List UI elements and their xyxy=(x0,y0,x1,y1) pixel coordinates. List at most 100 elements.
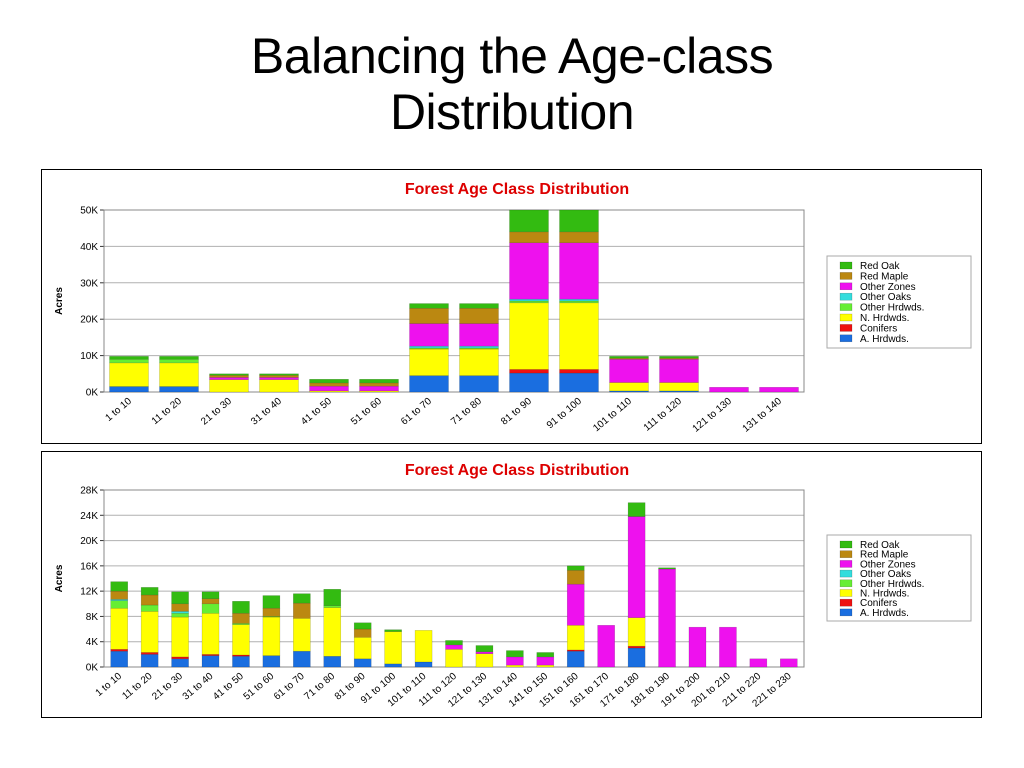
x-tick-label: 111 to 120 xyxy=(642,396,684,434)
x-tick-label: 31 to 40 xyxy=(249,396,284,428)
bar-segment-red-oak xyxy=(159,356,199,360)
legend-box xyxy=(826,534,972,622)
y-tick-label: 20K xyxy=(80,536,98,547)
bar-segment-other-zones xyxy=(459,323,499,347)
bar-segment-red-oak xyxy=(536,652,555,658)
bar-segment-red-oak xyxy=(559,209,599,233)
bar-segment-other-zones xyxy=(409,323,449,347)
bar-segment-red-maple xyxy=(209,375,249,378)
bar-segment-n-hrdwds xyxy=(309,390,349,393)
bar-segment-red-oak xyxy=(109,356,149,360)
bar-segment-other-zones xyxy=(359,385,399,392)
x-tick-label: 41 to 50 xyxy=(211,671,246,703)
bar-segment-other-zones xyxy=(445,644,463,650)
bar-segment-conifers xyxy=(171,656,189,660)
bar-segment-n-hrdwds xyxy=(384,631,402,665)
bar-segment-other-hrdwds xyxy=(201,603,220,614)
bar-segment-conifers xyxy=(110,649,128,652)
x-tick-label: 11 to 20 xyxy=(150,396,185,427)
bar-segment-n-hrdwds xyxy=(110,607,128,650)
y-tick-label: 4K xyxy=(86,637,99,648)
bar-segment-a-hrdwds xyxy=(293,650,311,668)
bar-segment-red-oak xyxy=(445,640,463,646)
bar-segment-other-hrdwds xyxy=(559,300,599,304)
legend-swatch-conifers xyxy=(839,598,853,607)
legend-swatch-other-hrdwds xyxy=(839,303,853,311)
legend-label-a-hrdwds: A. Hrdwds. xyxy=(860,608,909,619)
slide-title-line-2: Distribution xyxy=(389,84,635,140)
y-axis-label: Acres xyxy=(54,287,65,315)
bar-segment-a-hrdwds xyxy=(566,650,585,668)
bar-segment-a-hrdwds xyxy=(627,647,646,668)
bar-segment-red-oak xyxy=(293,593,311,604)
bar-segment-other-oaks xyxy=(559,298,599,302)
bar-segment-red-oak xyxy=(232,601,250,614)
bar-segment-n-hrdwds xyxy=(536,664,555,668)
bar-segment-conifers xyxy=(566,649,585,652)
bar-segment-red-maple xyxy=(459,308,499,324)
bar-segment-other-zones xyxy=(780,658,798,668)
legend-swatch-red-oak xyxy=(839,540,853,549)
bar-segment-n-hrdwds xyxy=(414,630,433,663)
chart-title: Forest Age Class Distribution xyxy=(405,181,629,198)
bar-segment-other-zones xyxy=(749,658,768,668)
bar-segment-red-maple xyxy=(171,603,189,612)
bar-segment-red-oak xyxy=(506,650,524,658)
bar-segment-red-oak xyxy=(658,567,676,570)
chart-panel-top: Forest Age Class Distribution 0K 10K 20K 30K… xyxy=(41,169,982,444)
legend-label-n-hrdwds: N. Hrdwds. xyxy=(860,313,909,324)
y-tick-label: 20K xyxy=(80,315,98,326)
x-tick-label: 51 to 60 xyxy=(349,396,384,428)
bar-segment-n-hrdwds xyxy=(559,302,599,370)
bar-segment-other-zones xyxy=(659,358,699,383)
x-tick-label: 41 to 50 xyxy=(299,396,334,428)
x-tick-label: 71 to 80 xyxy=(449,396,484,428)
bar-segment-n-hrdwds xyxy=(445,649,463,668)
bar-segment-other-hrdwds xyxy=(110,600,128,609)
legend-label-other-oaks: Other Oaks xyxy=(860,569,911,580)
bar-segment-red-oak xyxy=(384,629,402,632)
bar-segment-a-hrdwds xyxy=(384,663,402,668)
legend-swatch-red-maple xyxy=(839,272,853,280)
legend-label-red-oak: Red Oak xyxy=(860,540,900,551)
bar-segment-n-hrdwds xyxy=(459,348,499,376)
bar-segment-other-hrdwds xyxy=(109,358,149,364)
legend-label-other-zones: Other Zones xyxy=(860,559,916,570)
legend-label-other-hrdwds: Other Hrdwds. xyxy=(860,303,924,314)
bar-segment-red-oak xyxy=(209,373,249,376)
slide-title-line-1: Balancing the Age-class xyxy=(250,28,774,84)
legend-label-red-maple: Red Maple xyxy=(860,271,909,282)
bar-segment-a-hrdwds xyxy=(201,655,220,668)
bar-segment-conifers xyxy=(509,369,549,374)
x-tick-label: 61 to 70 xyxy=(399,396,434,428)
legend-swatch-a-hrdwds xyxy=(839,608,853,617)
bar-segment-n-hrdwds xyxy=(159,362,199,387)
chart-bottom: Forest Age Class Distribution 0K 4K 8K 12K 16… xyxy=(54,462,972,710)
bar-segment-other-zones xyxy=(506,656,524,666)
bar-segment-other-hrdwds xyxy=(159,358,199,364)
bar-segment-other-hrdwds xyxy=(509,300,549,304)
bar-segment-other-oaks xyxy=(509,298,549,302)
legend-label-n-hrdwds: N. Hrdwds. xyxy=(860,589,909,600)
bar-segment-other-zones xyxy=(309,385,349,392)
bar-segment-red-maple xyxy=(232,613,250,624)
y-axis-label: Acres xyxy=(54,564,65,592)
plot-frame xyxy=(103,209,805,393)
legend-swatch-other-hrdwds xyxy=(839,579,853,588)
bar-segment-n-hrdwds xyxy=(171,616,189,658)
bar-segment-red-oak xyxy=(659,356,699,359)
legend-label-other-hrdwds: Other Hrdwds. xyxy=(860,579,924,590)
bar-segment-other-zones xyxy=(597,625,615,668)
y-tick-label: 40K xyxy=(80,242,98,253)
bar-segment-n-hrdwds xyxy=(566,625,585,651)
x-tick-label: 21 to 30 xyxy=(199,396,234,428)
y-tick-label: 30K xyxy=(80,278,98,289)
legend-swatch-n-hrdwds xyxy=(839,313,853,322)
bar-segment-red-oak xyxy=(259,373,299,376)
bar-segment-conifers xyxy=(559,369,599,374)
bar-segment-red-oak xyxy=(323,588,342,606)
bar-segment-n-hrdwds xyxy=(627,617,646,647)
legend-label-other-zones: Other Zones xyxy=(860,282,916,293)
